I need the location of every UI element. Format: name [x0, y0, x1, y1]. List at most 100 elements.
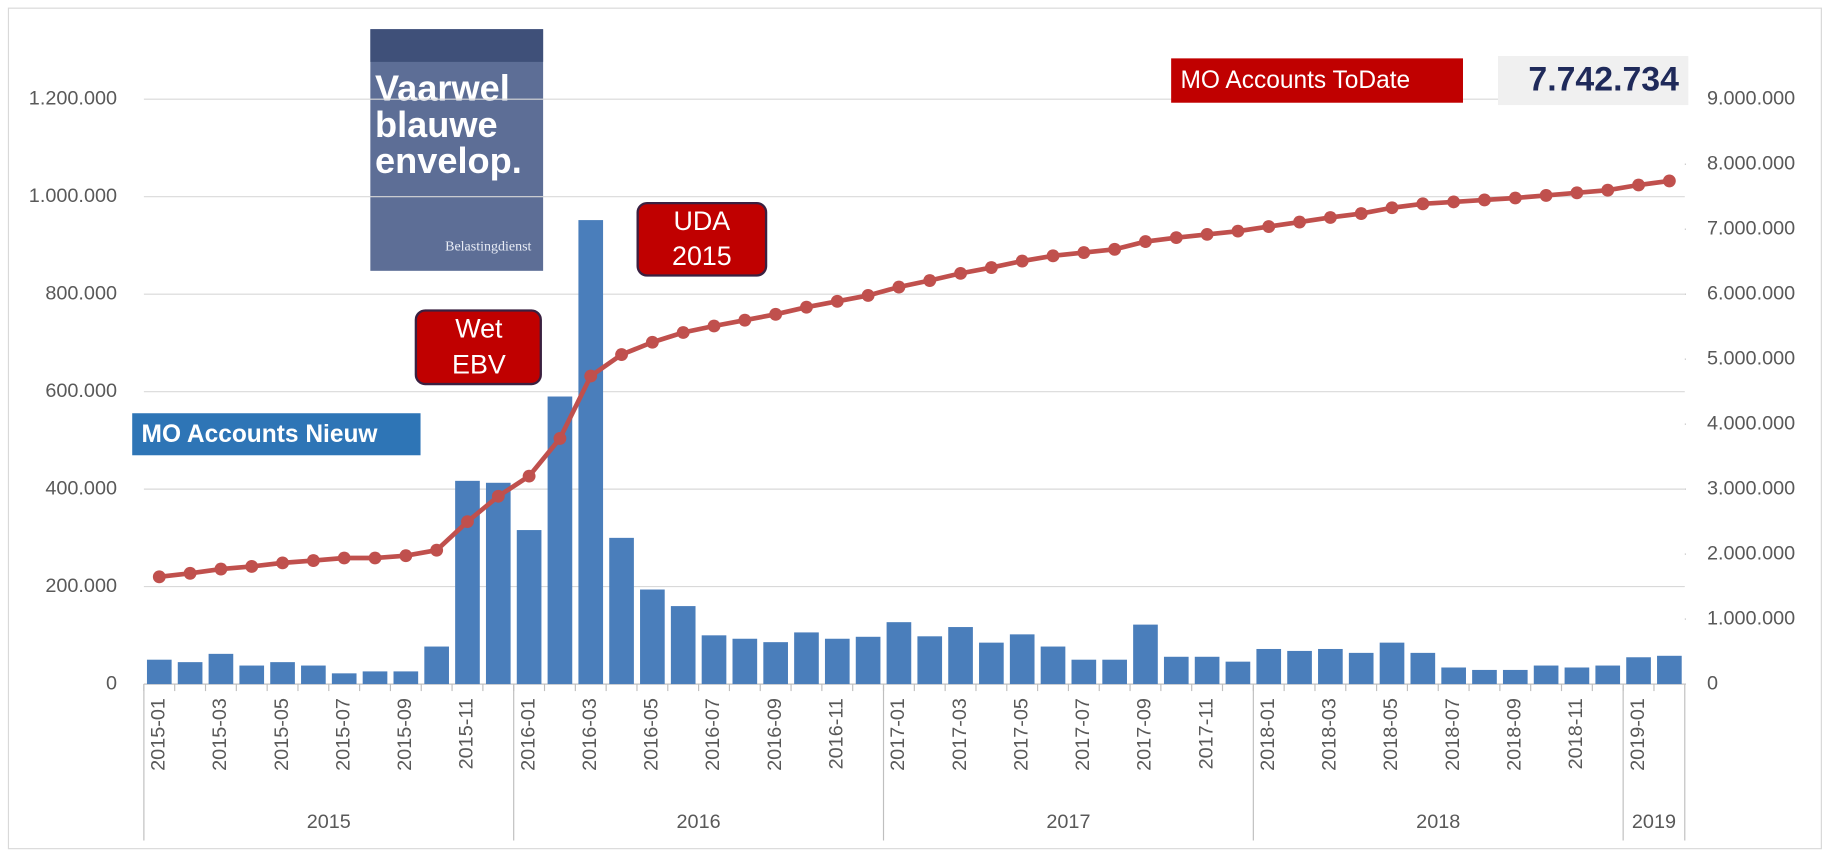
- poster-title: blauwe: [375, 104, 498, 145]
- y-tick-label: 200.000: [45, 575, 117, 597]
- bar: [331, 673, 357, 685]
- bar: [886, 622, 912, 685]
- y2-tick-label: 7.000.000: [1707, 217, 1795, 239]
- line-marker: [1323, 211, 1337, 224]
- bar: [670, 606, 696, 685]
- line-marker: [923, 274, 937, 287]
- bar: [239, 665, 265, 685]
- x-tick-label: 2019-01: [1627, 698, 1649, 771]
- line-marker: [553, 432, 567, 445]
- x-tick-label: 2015-09: [394, 698, 416, 771]
- legend-label: MO Accounts Nieuw: [142, 421, 379, 448]
- y2-tick-label: 3.000.000: [1707, 477, 1795, 499]
- line-marker: [1077, 246, 1091, 260]
- bar: [1225, 661, 1251, 685]
- legend-box: [1171, 58, 1463, 103]
- line-marker: [337, 551, 351, 565]
- annotations: Wet EBV UDA 2015 MO Accounts Nieuw MO Ac…: [132, 56, 1689, 456]
- x-tick-label: 2016-01: [517, 698, 539, 771]
- x-group-label: 2015: [307, 811, 351, 833]
- y-tick-label: 800.000: [45, 282, 117, 304]
- line-marker: [615, 348, 628, 362]
- line-marker: [1601, 183, 1615, 197]
- line-marker: [1015, 254, 1029, 268]
- line-marker: [892, 280, 906, 294]
- bar: [609, 537, 634, 685]
- x-tick-label: 2017-05: [1010, 698, 1032, 771]
- bar: [1133, 624, 1158, 685]
- bar: [1502, 669, 1528, 685]
- line-marker: [214, 562, 228, 576]
- line-marker: [1447, 195, 1461, 209]
- bar: [177, 662, 203, 685]
- bar: [1009, 634, 1035, 685]
- poster-title: Vaarwel: [375, 68, 510, 109]
- x-tick-label: 2016-03: [579, 698, 601, 771]
- line-marker: [491, 489, 505, 503]
- poster-header: [370, 29, 544, 62]
- x-tick-label: 2015-11: [456, 698, 478, 769]
- line-marker: [1508, 191, 1522, 205]
- line-marker: [183, 566, 197, 580]
- line-marker: [1200, 227, 1214, 241]
- bar: [1348, 652, 1374, 685]
- line-marker: [306, 554, 320, 568]
- bar: [393, 671, 419, 685]
- x-group-label: 2018: [1416, 811, 1460, 833]
- line-marker: [430, 543, 444, 557]
- bar: [1626, 657, 1651, 685]
- x-tick-label: 2016-07: [702, 698, 724, 771]
- line-marker: [1046, 249, 1060, 263]
- poster: Vaarwel blauwe envelop. Belastingdienst: [370, 29, 544, 271]
- bar: [301, 665, 326, 685]
- line-marker: [245, 560, 259, 573]
- bar: [1256, 648, 1282, 685]
- x-group-label: 2019: [1632, 811, 1676, 833]
- line-marker: [1262, 220, 1276, 234]
- annotation-text: UDA: [674, 206, 731, 236]
- bar: [1194, 656, 1220, 685]
- x-tick-label: 2016-11: [826, 698, 848, 769]
- bar: [1287, 650, 1312, 685]
- bar: [362, 671, 388, 685]
- bar: [824, 638, 850, 685]
- bar: [917, 636, 943, 685]
- line-marker: [399, 549, 413, 563]
- bar: [424, 646, 449, 685]
- x-tick-label: 2016-09: [764, 698, 786, 771]
- line-marker: [1570, 186, 1584, 200]
- line-marker: [676, 326, 690, 339]
- bar: [1657, 655, 1682, 685]
- x-tick-label: 2018-09: [1504, 698, 1526, 771]
- line-marker: [769, 307, 783, 321]
- bar: [1318, 648, 1343, 685]
- line-marker: [461, 515, 474, 529]
- line-marker: [522, 469, 536, 483]
- line-marker: [1539, 188, 1553, 202]
- total-value: 7.742.734: [1528, 61, 1679, 99]
- x-tick-label: 2018-11: [1565, 698, 1587, 769]
- y2-tick-label: 0: [1707, 672, 1718, 694]
- x-tick-label: 2015-05: [271, 698, 293, 771]
- bar: [1379, 642, 1405, 685]
- bar: [1410, 652, 1436, 685]
- bar: [794, 632, 819, 685]
- annotation-text: 2015: [672, 241, 732, 271]
- annotation-text: Wet: [455, 313, 503, 343]
- line-marker: [1416, 197, 1430, 211]
- y-tick-label: 1.200.000: [29, 87, 117, 109]
- x-tick-label: 2018-05: [1380, 698, 1402, 771]
- line-marker: [738, 313, 752, 327]
- line-marker: [152, 570, 166, 584]
- bar: [763, 642, 788, 685]
- y2-tick-label: 9.000.000: [1707, 87, 1795, 109]
- x-tick-label: 2015-07: [332, 698, 354, 771]
- bar: [1163, 656, 1189, 685]
- annotation-box: [636, 201, 768, 277]
- line-marker: [1108, 242, 1122, 256]
- bar: [855, 636, 881, 685]
- y-tick-label: 1.000.000: [29, 185, 117, 207]
- line-marker: [1354, 207, 1368, 221]
- line-marker: [645, 335, 659, 349]
- bar: [1595, 665, 1621, 685]
